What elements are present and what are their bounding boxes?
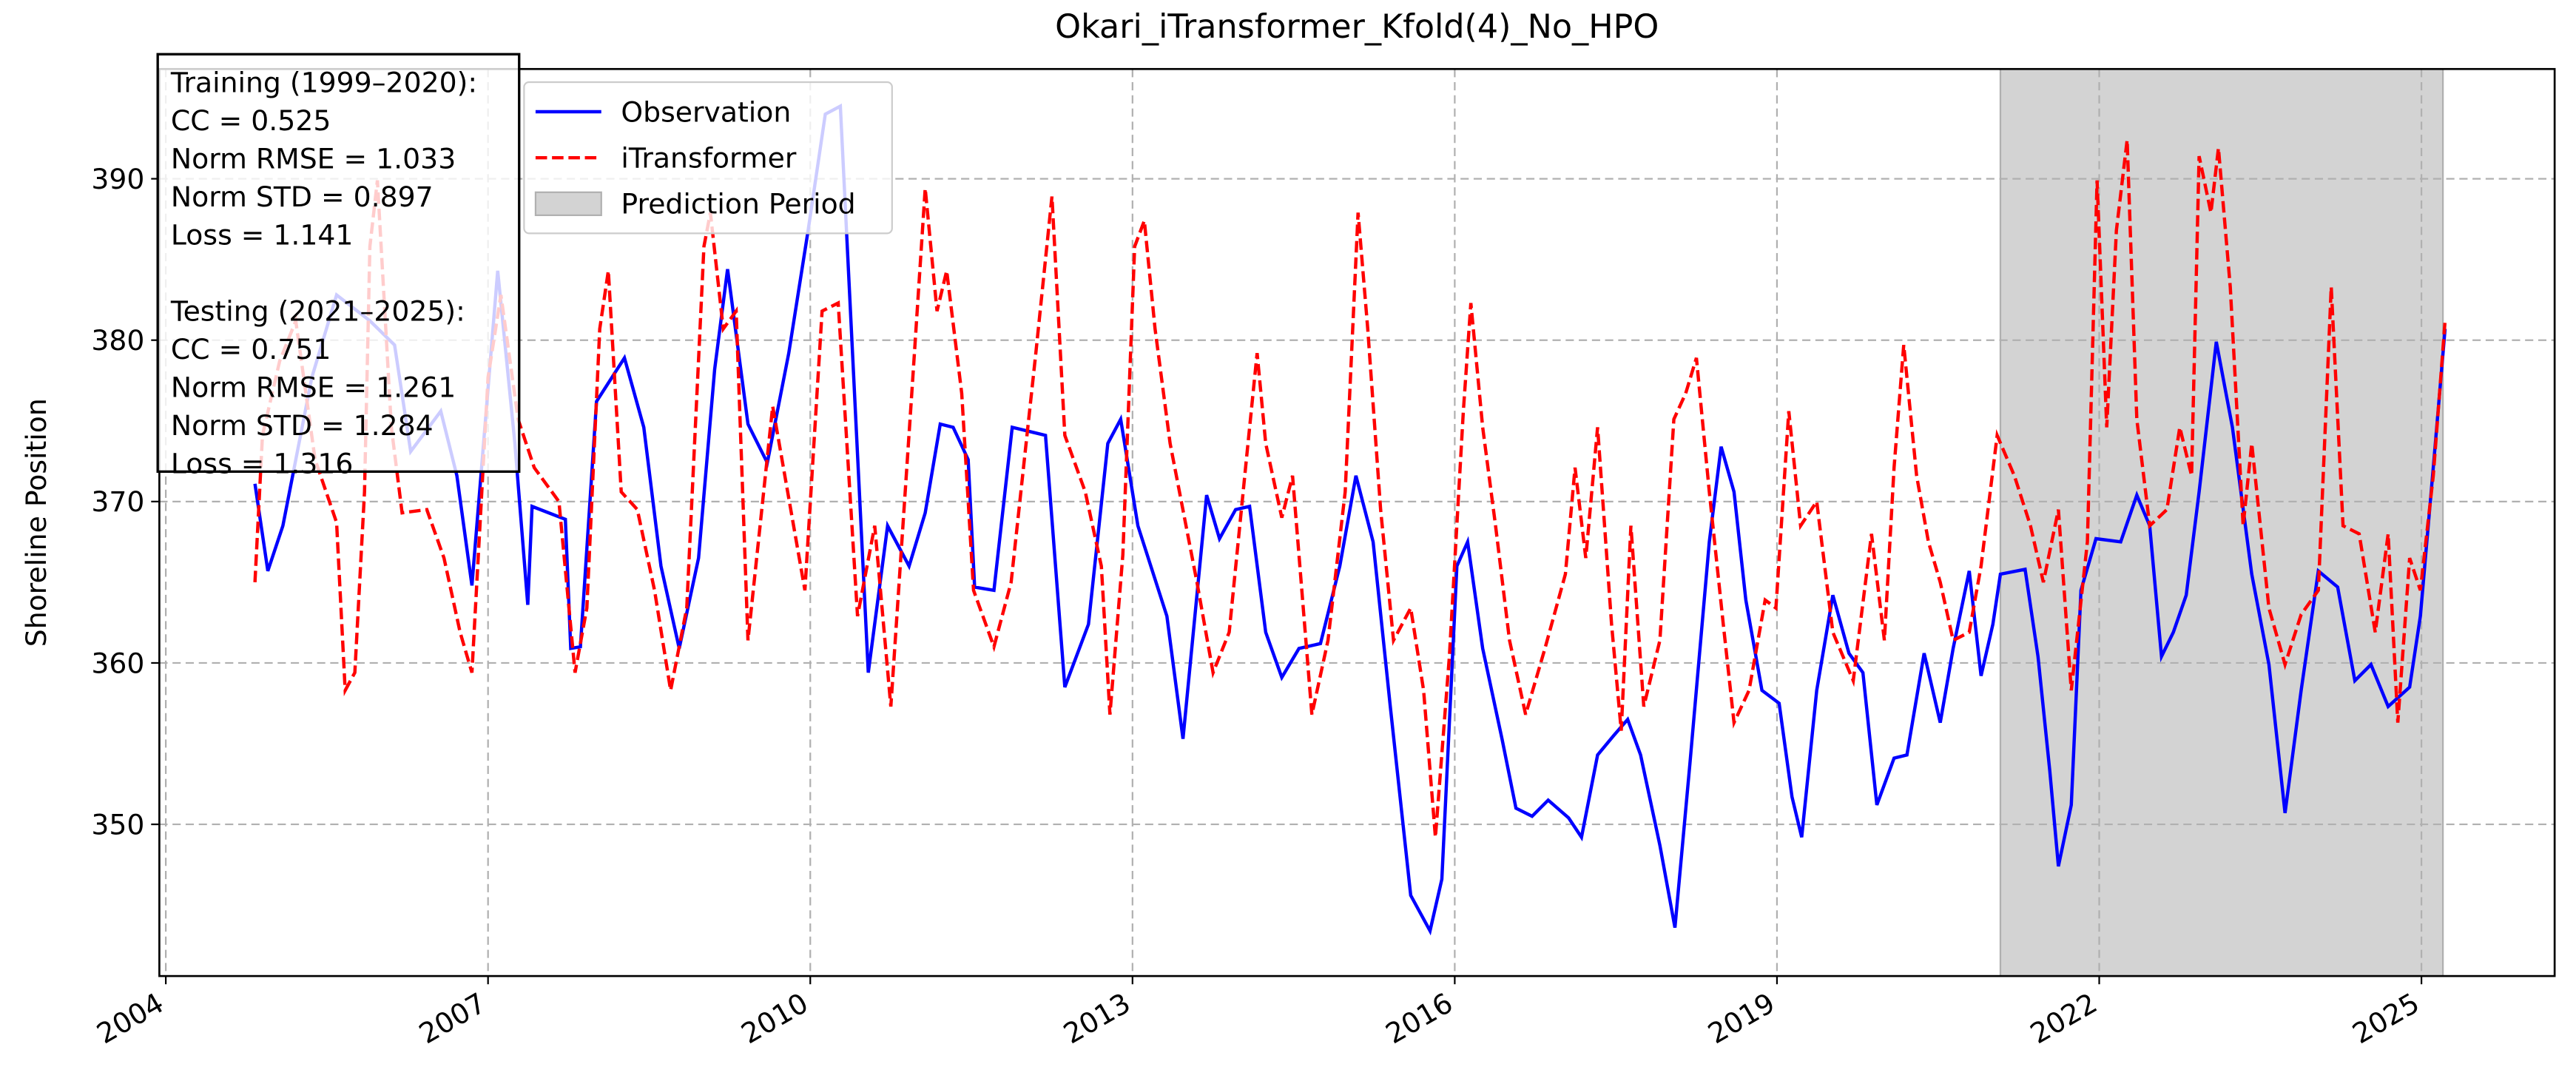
legend-label: iTransformer [621,142,796,175]
annotation-text: Training (1999–2020): [170,66,477,98]
annotation-text: CC = 0.525 [171,104,331,137]
y-tick-label: 380 [91,324,144,357]
annotation-text: Loss = 1.141 [171,218,353,251]
annotation-text: Loss = 1.316 [171,448,353,480]
y-tick-label: 350 [91,808,144,841]
y-axis-label: Shoreline Position [20,398,53,647]
annotation-text: Testing (2021–2025): [170,294,465,327]
annotation-box [156,53,521,474]
plot-frame [158,67,2556,977]
annotation-text: Norm RMSE = 1.033 [171,142,456,175]
y-tick-label: 360 [91,647,144,679]
legend: Observation iTransformer Prediction Period [523,81,893,235]
annotation: Training (1999–2020): CC = 0.525 Norm RMSE… [156,53,521,480]
annotation-text: Norm RMSE = 1.261 [171,371,456,404]
legend-label: Prediction Period [621,188,855,220]
chart-title: Okari_iTransformer_Kfold(4)_No_HPO [1055,8,1659,46]
y-tick-label: 370 [91,485,144,518]
series-line [253,139,2447,838]
legend-label: Observation [621,95,791,128]
y-tick-label: 390 [91,163,144,195]
legend-box [523,81,893,235]
series-line [253,103,2447,936]
legend-swatch [534,191,602,217]
annotation-text: Norm STD = 1.284 [171,409,434,442]
annotation-text: Norm STD = 0.897 [171,181,434,213]
annotation-text: CC = 0.751 [171,333,331,366]
